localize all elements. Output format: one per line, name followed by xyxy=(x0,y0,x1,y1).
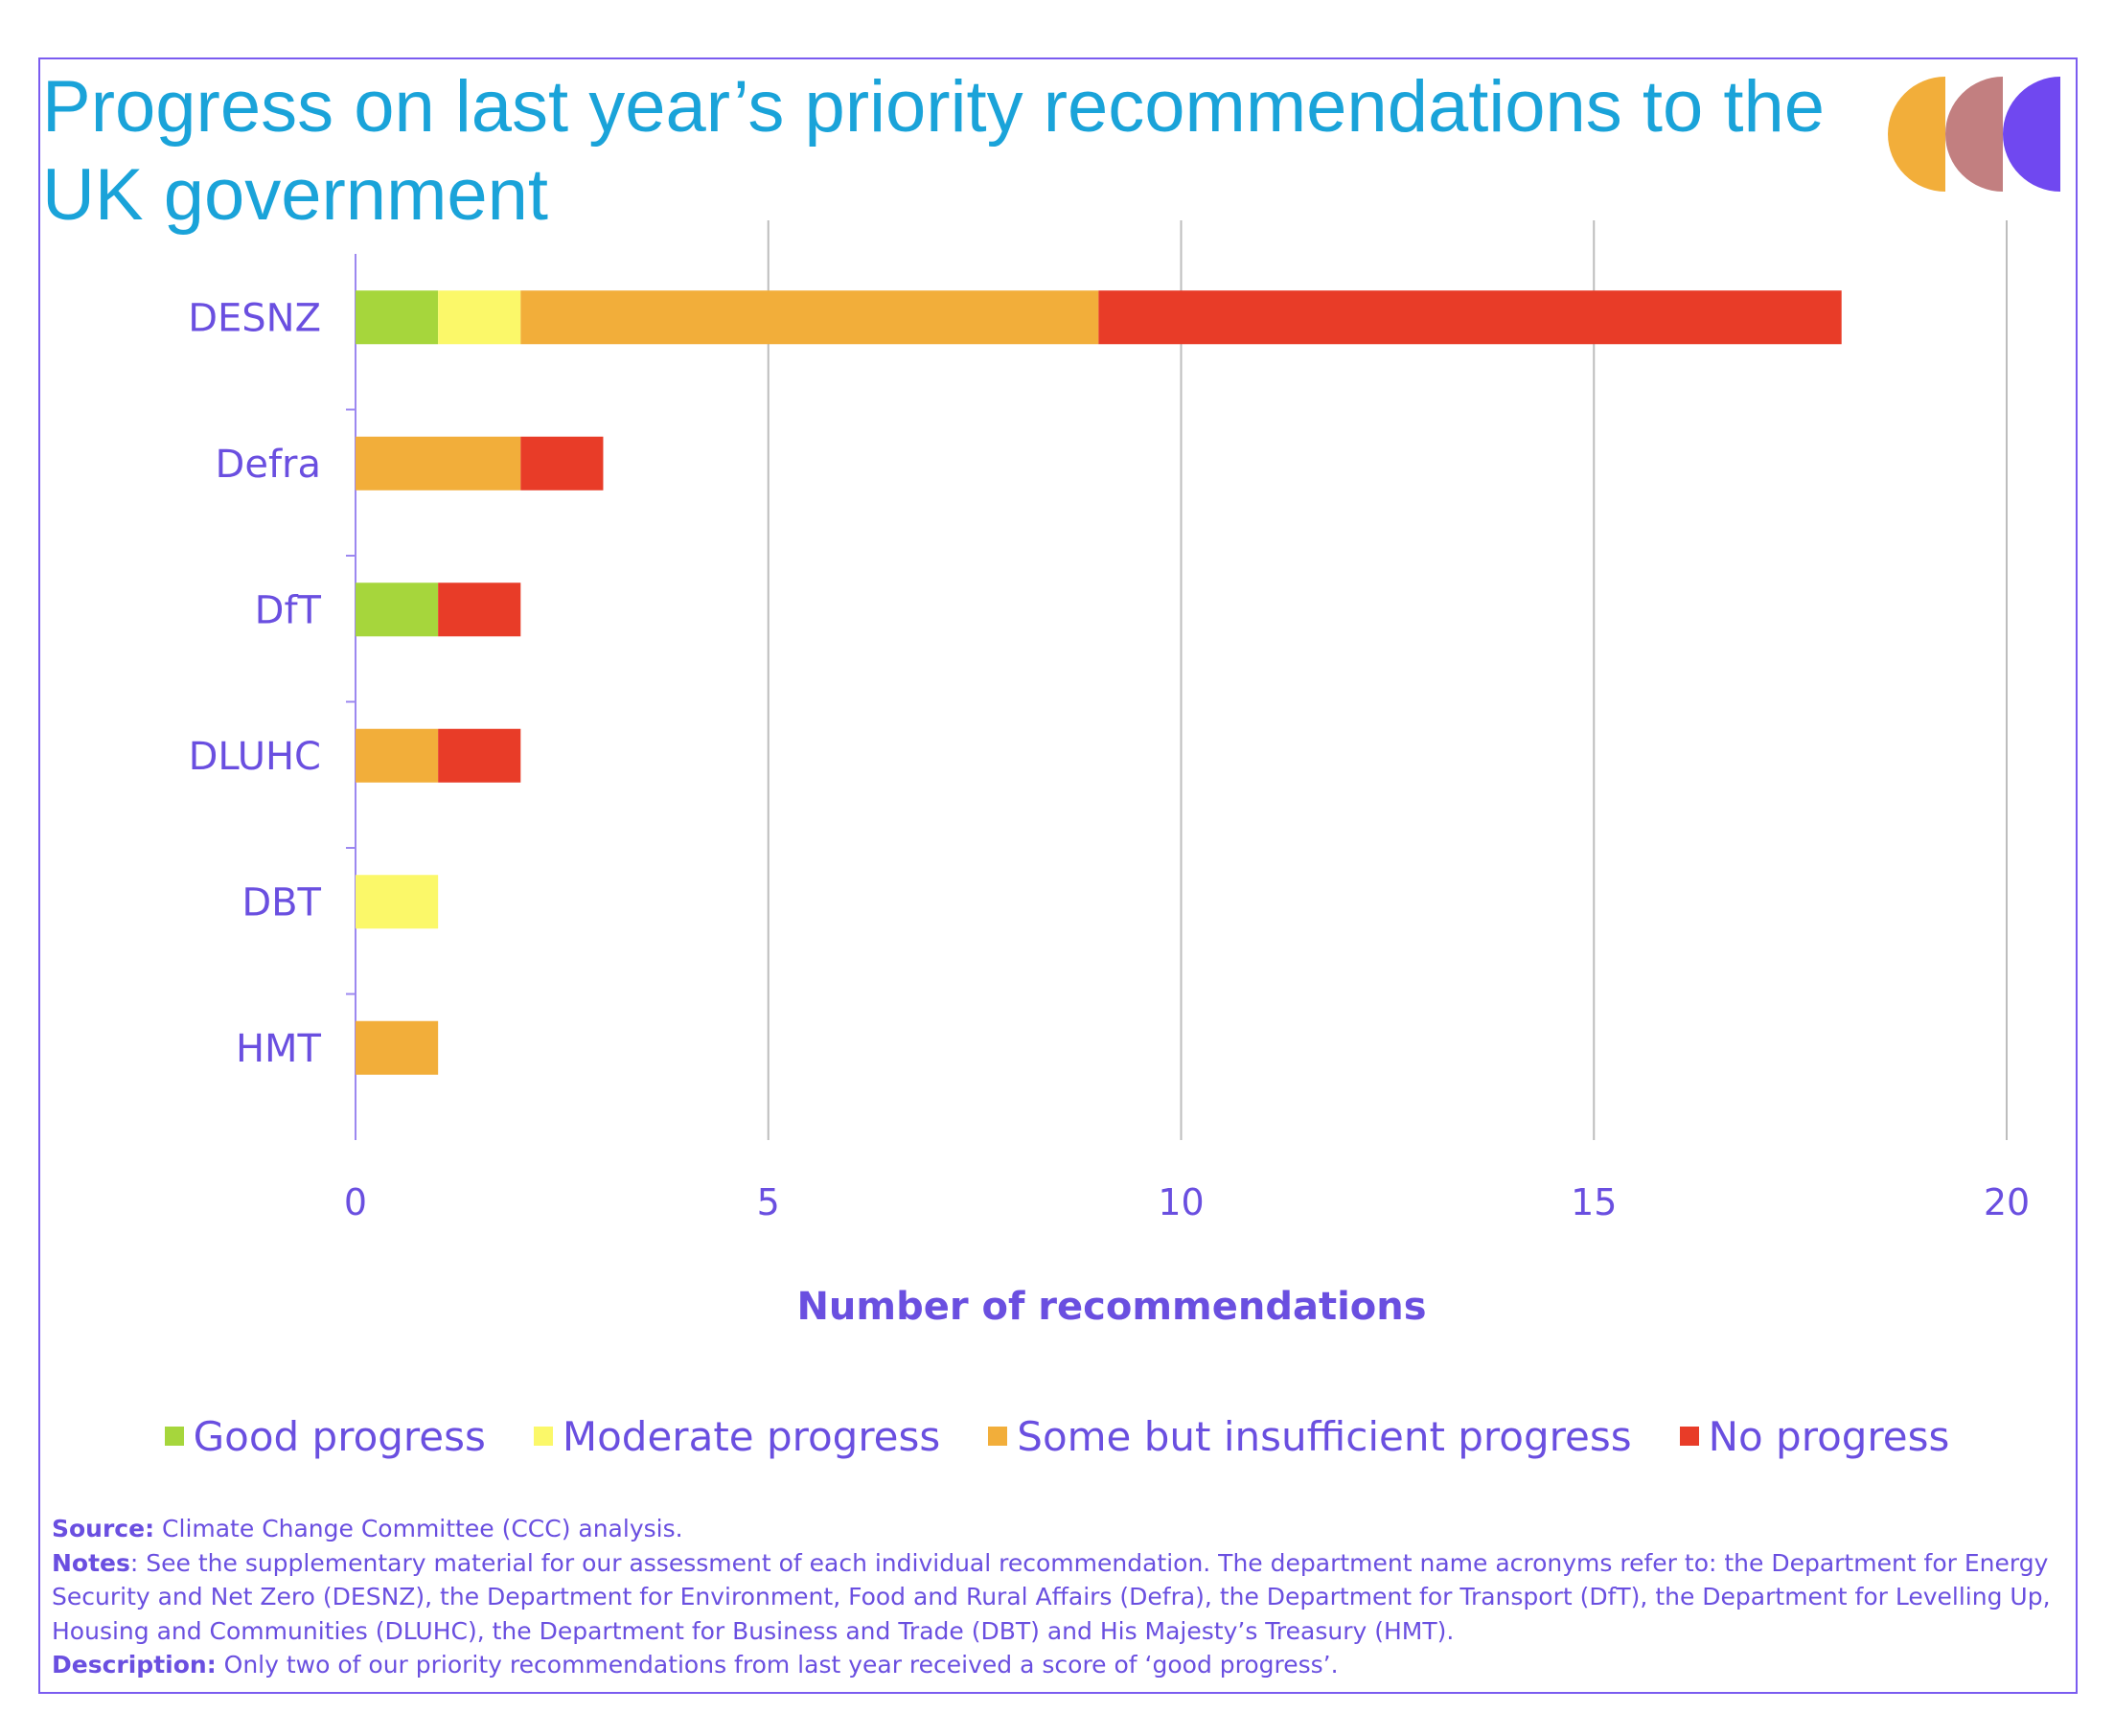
bar-segment xyxy=(520,436,604,491)
bar-segment xyxy=(438,290,521,345)
y-tick-label: DLUHC xyxy=(189,735,321,779)
legend-item: Some but insufficient progress xyxy=(988,1412,1632,1460)
description-label: Description: xyxy=(52,1651,217,1679)
y-tick-label: HMT xyxy=(236,1027,322,1071)
bar-segment xyxy=(438,728,521,783)
x-tick-label: 10 xyxy=(1158,1181,1204,1223)
bar-segment xyxy=(356,436,521,491)
legend-label: Moderate progress xyxy=(562,1412,941,1460)
logo-half-disc-3 xyxy=(2003,77,2060,192)
legend-swatch xyxy=(1679,1427,1699,1446)
bars xyxy=(356,290,1842,1075)
x-axis-title: Number of recommendations xyxy=(796,1285,1426,1329)
y-tick-label: DESNZ xyxy=(188,296,321,340)
description-line: Description: Only two of our priority re… xyxy=(52,1648,2055,1682)
bar-chart: DESNZ Defra DfT DLUHC DBT HMT 0 5 10 15 20 Number… xyxy=(188,220,2030,1329)
bar-segment xyxy=(438,582,521,637)
legend-item: Good progress xyxy=(164,1412,486,1460)
bar-segment xyxy=(520,290,1099,345)
logo xyxy=(1888,77,2060,192)
bar-segment xyxy=(356,582,439,637)
y-axis xyxy=(346,254,356,1140)
legend-item: Moderate progress xyxy=(533,1412,941,1460)
y-axis-labels: DESNZ Defra DfT DLUHC DBT HMT xyxy=(188,296,321,1071)
legend-label: No progress xyxy=(1708,1412,1950,1460)
source-label: Source: xyxy=(52,1515,155,1542)
notes-text: : See the supplementary material for our… xyxy=(52,1548,2051,1645)
legend-item: No progress xyxy=(1679,1412,1950,1460)
bar-segment xyxy=(356,1020,439,1075)
notes-block: Source: Climate Change Committee (CCC) a… xyxy=(52,1512,2055,1682)
figure-frame xyxy=(38,57,2078,1694)
bar-segment xyxy=(356,290,439,345)
bar-segment xyxy=(1098,290,1842,345)
gridlines xyxy=(767,220,2008,1140)
logo-half-disc-2 xyxy=(1945,77,2003,192)
description-text: Only two of our priority recommendations… xyxy=(216,1651,1339,1679)
x-tick-label: 0 xyxy=(344,1181,367,1223)
y-tick-label: DBT xyxy=(241,880,321,925)
notes-label: Notes xyxy=(52,1548,130,1577)
bar-segment xyxy=(356,875,439,929)
bar-segment xyxy=(356,728,439,783)
x-axis-ticks: 0 5 10 15 20 xyxy=(344,1181,2030,1223)
y-tick-label: Defra xyxy=(216,443,321,487)
source-line: Source: Climate Change Committee (CCC) a… xyxy=(52,1512,2055,1546)
y-tick-label: DfT xyxy=(255,588,322,632)
notes-paragraph: Notes: See the supplementary material fo… xyxy=(52,1546,2055,1649)
x-tick-label: 20 xyxy=(1984,1181,2030,1223)
chart-title: Progress on last year’s priority recomme… xyxy=(42,66,1826,236)
legend-label: Good progress xyxy=(193,1412,486,1460)
legend-label: Some but insufficient progress xyxy=(1017,1412,1632,1460)
source-text: Climate Change Committee (CCC) analysis. xyxy=(154,1515,683,1542)
logo-half-disc-1 xyxy=(1888,77,1945,192)
legend-swatch xyxy=(164,1427,184,1446)
legend-swatch xyxy=(533,1427,553,1446)
x-tick-label: 5 xyxy=(757,1181,780,1223)
legend-swatch xyxy=(988,1427,1008,1446)
x-tick-label: 15 xyxy=(1571,1181,1617,1223)
legend: Good progress Moderate progress Some but i… xyxy=(0,1405,2114,1468)
